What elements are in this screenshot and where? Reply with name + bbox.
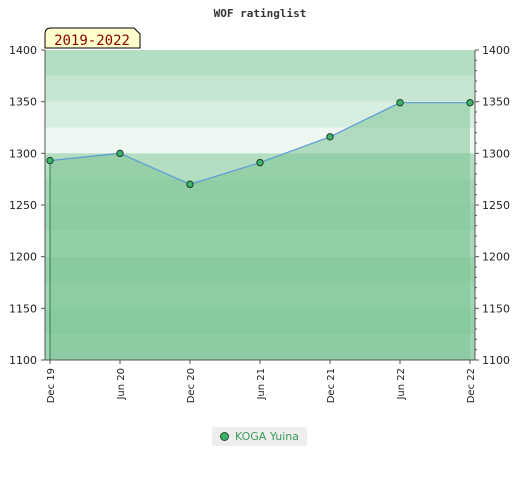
x-tick-5: Jun 22 xyxy=(396,368,407,401)
y-tick-right-6: 1400 xyxy=(482,44,510,57)
data-point-0 xyxy=(46,156,54,165)
data-point-1 xyxy=(116,149,124,158)
period-label: 2019-2022 xyxy=(54,33,130,49)
x-tick-4: Dec 21 xyxy=(326,368,337,403)
y-tick-right-0: 1100 xyxy=(482,354,510,367)
y-tick-left-0: 1100 xyxy=(9,354,37,367)
series-area xyxy=(50,102,470,360)
x-tick-6: Dec 22 xyxy=(466,368,477,403)
data-point-2 xyxy=(186,180,194,189)
period-badge: 2019-2022 xyxy=(44,27,141,49)
y-tick-left-6: 1400 xyxy=(9,44,37,57)
x-tick-1: Jun 20 xyxy=(116,368,127,401)
y-tick-left-3: 1250 xyxy=(9,199,37,212)
y-tick-right-5: 1350 xyxy=(482,96,510,109)
y-axis-left: 1100 1150 1200 1250 1300 1350 1400 xyxy=(9,44,37,367)
chart-title: WOF ratinglist xyxy=(214,7,307,20)
data-point-3 xyxy=(256,158,264,167)
y-tick-right-1: 1150 xyxy=(482,302,510,315)
data-point-4 xyxy=(326,133,334,141)
x-tick-0: Dec 19 xyxy=(46,368,57,403)
y-tick-left-4: 1300 xyxy=(9,147,37,160)
x-tick-3: Jun 21 xyxy=(256,368,267,401)
data-point-6 xyxy=(466,99,474,107)
x-axis: Dec 19 Jun 20 Dec 20 Jun 21 Dec 21 Jun 22 Dec … xyxy=(46,368,477,403)
y-tick-right-2: 1200 xyxy=(482,251,510,264)
legend-marker-icon xyxy=(220,432,229,441)
y-tick-right-4: 1300 xyxy=(482,147,510,160)
series-markers xyxy=(46,99,474,360)
y-tick-right-3: 1250 xyxy=(482,199,510,212)
y-tick-left-5: 1350 xyxy=(9,96,37,109)
legend: KOGA Yuina xyxy=(212,427,308,446)
legend-label: KOGA Yuina xyxy=(235,430,300,443)
y-axis-right: 1100 1150 1200 1250 1300 1350 1400 xyxy=(482,44,510,367)
y-tick-left-1: 1150 xyxy=(9,302,37,315)
data-point-5 xyxy=(396,99,404,107)
axes xyxy=(41,49,479,364)
y-tick-left-2: 1200 xyxy=(9,251,37,264)
x-tick-2: Dec 20 xyxy=(186,368,197,403)
